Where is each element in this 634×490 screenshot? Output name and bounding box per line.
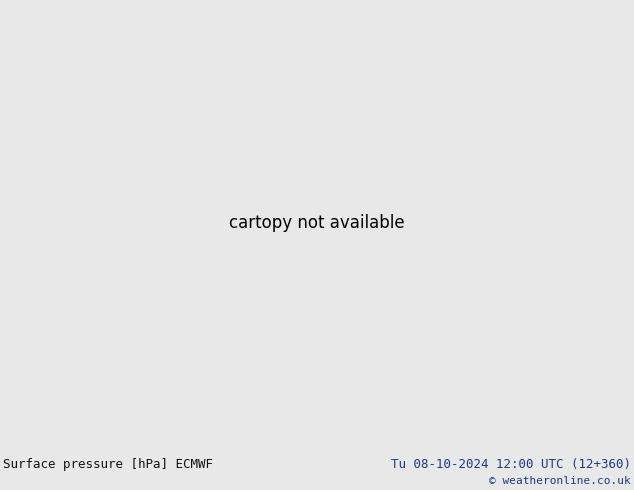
Text: cartopy not available: cartopy not available bbox=[229, 214, 405, 232]
Text: Surface pressure [hPa] ECMWF: Surface pressure [hPa] ECMWF bbox=[3, 458, 213, 471]
Text: © weatheronline.co.uk: © weatheronline.co.uk bbox=[489, 476, 631, 487]
Text: Tu 08-10-2024 12:00 UTC (12+360): Tu 08-10-2024 12:00 UTC (12+360) bbox=[391, 458, 631, 471]
